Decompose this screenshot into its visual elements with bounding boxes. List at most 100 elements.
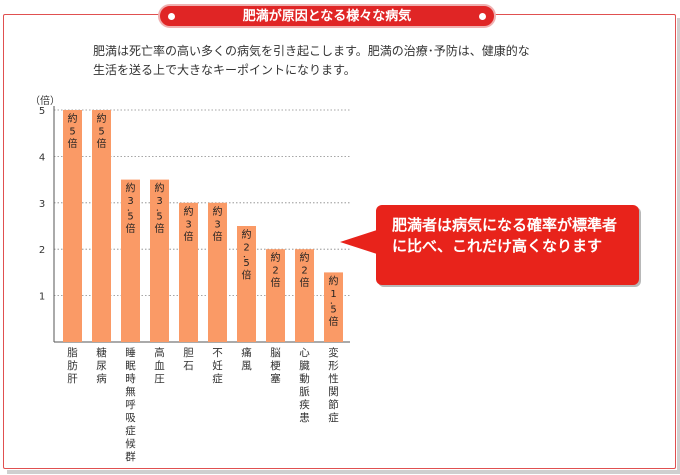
data-label: 5 — [243, 258, 249, 269]
bar — [150, 179, 169, 342]
y-axis-label: （倍） — [30, 94, 60, 107]
frame-shadow-bottom — [7, 470, 680, 474]
data-label: 5 — [156, 212, 162, 223]
bar — [266, 249, 285, 342]
bullet-dot-icon — [479, 13, 486, 20]
x-tick-label: 糖 — [96, 346, 107, 359]
x-tick-label: 石 — [183, 360, 194, 372]
x-tick-label: 眠 — [125, 360, 136, 372]
x-tick-label: 痛 — [241, 346, 252, 359]
data-label: 倍 — [213, 230, 223, 243]
data-label: 倍 — [242, 269, 252, 282]
x-tick-label: 無 — [125, 385, 136, 398]
data-label: 約 — [242, 228, 252, 241]
intro-text: 肥満は死亡率の高い多くの病気を引き起こします。肥満の治療･予防は、健康的な 生活… — [93, 42, 593, 80]
y-tick-label: 5 — [39, 106, 45, 117]
intro-line-2: 生活を送る上で大きなキーポイントになります。 — [93, 63, 356, 77]
x-tick-label: 症 — [125, 424, 136, 437]
data-label: 倍 — [126, 222, 136, 235]
bar — [237, 226, 256, 342]
intro-line-1: 肥満は死亡率の高い多くの病気を引き起こします。肥満の治療･予防は、健康的な — [93, 44, 530, 58]
data-label: 倍 — [184, 230, 194, 243]
bullet-dot-icon — [168, 13, 175, 20]
x-tick-label: 症 — [328, 411, 339, 424]
callout-pointer — [340, 230, 377, 254]
x-tick-label: 脳 — [270, 347, 281, 359]
x-tick-label: 塞 — [270, 372, 281, 385]
bar — [324, 272, 343, 342]
y-tick-label: 2 — [39, 245, 45, 256]
data-label: 約 — [329, 274, 339, 287]
data-label: 約 — [126, 182, 136, 195]
data-label: 5 — [69, 127, 75, 138]
data-label: 約 — [155, 182, 165, 195]
data-label: 5 — [98, 127, 104, 138]
data-label: 倍 — [68, 137, 78, 150]
data-label: 倍 — [271, 276, 281, 289]
bar — [63, 110, 82, 342]
data-label: ． — [243, 250, 251, 259]
x-tick-label: 尿 — [96, 360, 107, 372]
x-tick-label: 臓 — [299, 360, 310, 372]
bar — [92, 110, 111, 342]
x-tick-label: 脂 — [67, 346, 78, 359]
x-tick-label: 肝 — [67, 373, 78, 385]
x-tick-label: 疾 — [299, 398, 310, 411]
bar — [121, 179, 140, 342]
x-tick-label: 病 — [96, 372, 107, 385]
x-tick-label: 変 — [328, 346, 339, 359]
callout-text: 肥満者は病気になる確率が標準者に比べ、これだけ高くなります — [392, 216, 618, 255]
data-label: 約 — [184, 205, 194, 218]
x-tick-label: 脈 — [299, 385, 310, 398]
y-tick-label: 3 — [39, 199, 45, 210]
data-label: 3 — [185, 219, 191, 230]
data-label: ． — [127, 204, 135, 213]
x-tick-label: 節 — [328, 398, 339, 411]
x-tick-label: 圧 — [154, 373, 165, 385]
data-label: ． — [156, 204, 164, 213]
y-tick-label: 1 — [39, 292, 45, 303]
x-tick-label: 動 — [299, 372, 310, 385]
x-tick-label: 高 — [154, 346, 165, 359]
x-tick-label: 関 — [328, 386, 339, 398]
data-label: 倍 — [329, 315, 339, 328]
y-tick-label: 4 — [39, 152, 45, 163]
data-label: 3 — [156, 196, 162, 207]
data-label: 約 — [213, 205, 223, 218]
x-tick-label: 睡 — [125, 346, 136, 359]
data-label: 1 — [330, 289, 336, 300]
data-label: 倍 — [97, 137, 107, 150]
data-label: 約 — [271, 251, 281, 264]
data-label: 約 — [97, 112, 107, 125]
data-label: 3 — [214, 219, 220, 230]
data-label: 5 — [127, 212, 133, 223]
x-tick-label: 性 — [328, 372, 339, 385]
x-tick-label: 群 — [125, 450, 136, 463]
frame-shadow-right — [677, 18, 680, 473]
x-tick-label: 妊 — [212, 359, 223, 372]
bar — [295, 249, 314, 342]
page-title: 肥満が原因となる様々な病気 — [242, 9, 412, 24]
x-tick-label: 候 — [125, 437, 136, 450]
x-tick-label: 肪 — [67, 359, 78, 372]
data-label: 倍 — [300, 276, 310, 289]
data-label: 約 — [300, 251, 310, 264]
x-tick-label: 吸 — [125, 412, 136, 424]
data-label: 2 — [272, 266, 278, 277]
x-tick-label: 症 — [212, 372, 223, 385]
data-label: 約 — [68, 112, 78, 125]
data-label: 倍 — [155, 222, 165, 235]
title-banner: 肥満が原因となる様々な病気 — [158, 4, 496, 28]
x-tick-label: 心 — [299, 347, 310, 359]
callout-box: 肥満者は病気になる確率が標準者に比べ、これだけ高くなります — [376, 205, 639, 285]
x-tick-label: 不 — [212, 347, 223, 359]
bar — [179, 202, 198, 342]
x-tick-label: 時 — [125, 373, 136, 385]
x-tick-label: 風 — [241, 360, 252, 372]
x-tick-label: 形 — [328, 360, 339, 372]
x-tick-label: 呼 — [125, 399, 136, 411]
x-tick-label: 血 — [154, 359, 165, 372]
data-label: 5 — [330, 304, 336, 315]
data-label: 2 — [243, 243, 249, 254]
x-tick-label: 梗 — [270, 359, 281, 372]
